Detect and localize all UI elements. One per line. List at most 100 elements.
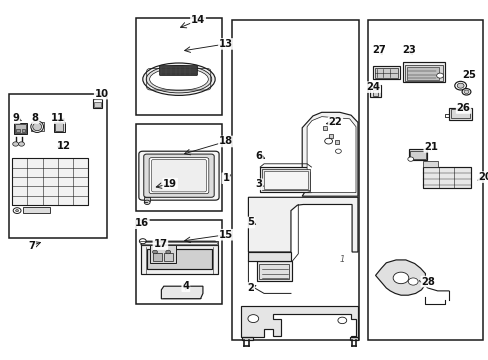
Bar bbox=[259, 264, 289, 279]
Polygon shape bbox=[302, 112, 357, 196]
Text: 1: 1 bbox=[222, 173, 229, 183]
Bar bbox=[402, 62, 444, 82]
Bar bbox=[369, 85, 380, 97]
Text: 11: 11 bbox=[50, 113, 65, 123]
Text: 8: 8 bbox=[32, 113, 39, 123]
Circle shape bbox=[165, 250, 170, 254]
Circle shape bbox=[407, 278, 417, 285]
Circle shape bbox=[454, 81, 466, 90]
Bar bbox=[150, 245, 175, 263]
Circle shape bbox=[456, 83, 463, 88]
Text: 2: 2 bbox=[247, 283, 254, 293]
Polygon shape bbox=[322, 126, 326, 130]
Polygon shape bbox=[335, 140, 339, 144]
Circle shape bbox=[337, 317, 346, 324]
Bar bbox=[406, 67, 438, 80]
Bar bbox=[12, 158, 88, 205]
Bar bbox=[141, 241, 218, 245]
Bar bbox=[264, 171, 307, 189]
Text: 3: 3 bbox=[255, 179, 262, 189]
Text: 22: 22 bbox=[328, 117, 342, 127]
Bar bbox=[144, 197, 150, 201]
Polygon shape bbox=[375, 260, 425, 295]
Bar bbox=[262, 169, 309, 190]
Circle shape bbox=[16, 210, 19, 212]
Text: 6: 6 bbox=[255, 150, 262, 161]
Polygon shape bbox=[248, 252, 291, 261]
Circle shape bbox=[19, 142, 24, 146]
Bar bbox=[142, 242, 216, 244]
Text: 18: 18 bbox=[219, 136, 232, 147]
Circle shape bbox=[13, 208, 21, 213]
Text: 4: 4 bbox=[182, 281, 189, 291]
Bar bbox=[16, 129, 20, 132]
Text: 20: 20 bbox=[477, 172, 488, 182]
Text: 13: 13 bbox=[219, 39, 232, 49]
Text: 25: 25 bbox=[462, 70, 475, 80]
Bar bbox=[136, 18, 221, 115]
Circle shape bbox=[392, 272, 408, 284]
Bar bbox=[23, 207, 50, 213]
Polygon shape bbox=[242, 337, 253, 340]
Circle shape bbox=[436, 73, 443, 78]
Ellipse shape bbox=[31, 121, 43, 132]
Ellipse shape bbox=[142, 63, 215, 95]
Polygon shape bbox=[141, 245, 218, 274]
Circle shape bbox=[463, 90, 468, 94]
Polygon shape bbox=[328, 134, 332, 138]
Text: 23: 23 bbox=[401, 45, 415, 55]
Bar bbox=[21, 129, 25, 132]
Text: 24: 24 bbox=[366, 82, 379, 92]
Circle shape bbox=[247, 315, 258, 323]
Bar bbox=[408, 149, 427, 160]
Text: 19: 19 bbox=[163, 179, 177, 189]
Bar bbox=[55, 123, 63, 131]
Bar bbox=[15, 124, 26, 133]
Polygon shape bbox=[349, 337, 357, 340]
Text: 14: 14 bbox=[190, 15, 205, 25]
Bar bbox=[372, 90, 378, 96]
Bar bbox=[409, 151, 425, 159]
Bar bbox=[374, 68, 397, 78]
FancyBboxPatch shape bbox=[159, 66, 197, 76]
Polygon shape bbox=[141, 241, 218, 245]
Text: 21: 21 bbox=[424, 142, 437, 152]
Text: 1: 1 bbox=[339, 255, 344, 264]
Ellipse shape bbox=[33, 123, 41, 131]
FancyBboxPatch shape bbox=[139, 151, 219, 200]
Circle shape bbox=[407, 157, 413, 161]
Polygon shape bbox=[240, 306, 357, 337]
Text: 16: 16 bbox=[135, 218, 148, 228]
Circle shape bbox=[324, 138, 332, 144]
Ellipse shape bbox=[149, 68, 208, 90]
Polygon shape bbox=[305, 117, 355, 193]
Ellipse shape bbox=[146, 66, 211, 93]
Bar bbox=[93, 99, 102, 108]
Bar bbox=[256, 261, 291, 281]
Text: 12: 12 bbox=[57, 141, 70, 151]
Bar bbox=[260, 167, 311, 192]
Bar bbox=[422, 167, 470, 188]
Circle shape bbox=[461, 89, 470, 95]
Bar bbox=[450, 109, 469, 118]
Bar bbox=[31, 122, 43, 131]
Circle shape bbox=[335, 149, 341, 153]
Text: 7: 7 bbox=[28, 240, 35, 251]
Bar bbox=[54, 122, 64, 132]
Bar bbox=[94, 102, 101, 107]
Circle shape bbox=[13, 142, 19, 146]
FancyBboxPatch shape bbox=[149, 158, 208, 194]
Bar bbox=[9, 94, 106, 238]
Polygon shape bbox=[248, 197, 357, 252]
Bar bbox=[367, 20, 482, 340]
Bar bbox=[152, 253, 162, 261]
Circle shape bbox=[152, 250, 157, 254]
Text: 26: 26 bbox=[456, 103, 469, 113]
Text: 10: 10 bbox=[95, 89, 108, 99]
Bar bbox=[164, 253, 173, 261]
Bar bbox=[14, 123, 27, 134]
Text: 28: 28 bbox=[421, 276, 434, 287]
Bar bbox=[136, 220, 221, 304]
Polygon shape bbox=[161, 286, 203, 299]
Text: 15: 15 bbox=[219, 230, 232, 240]
